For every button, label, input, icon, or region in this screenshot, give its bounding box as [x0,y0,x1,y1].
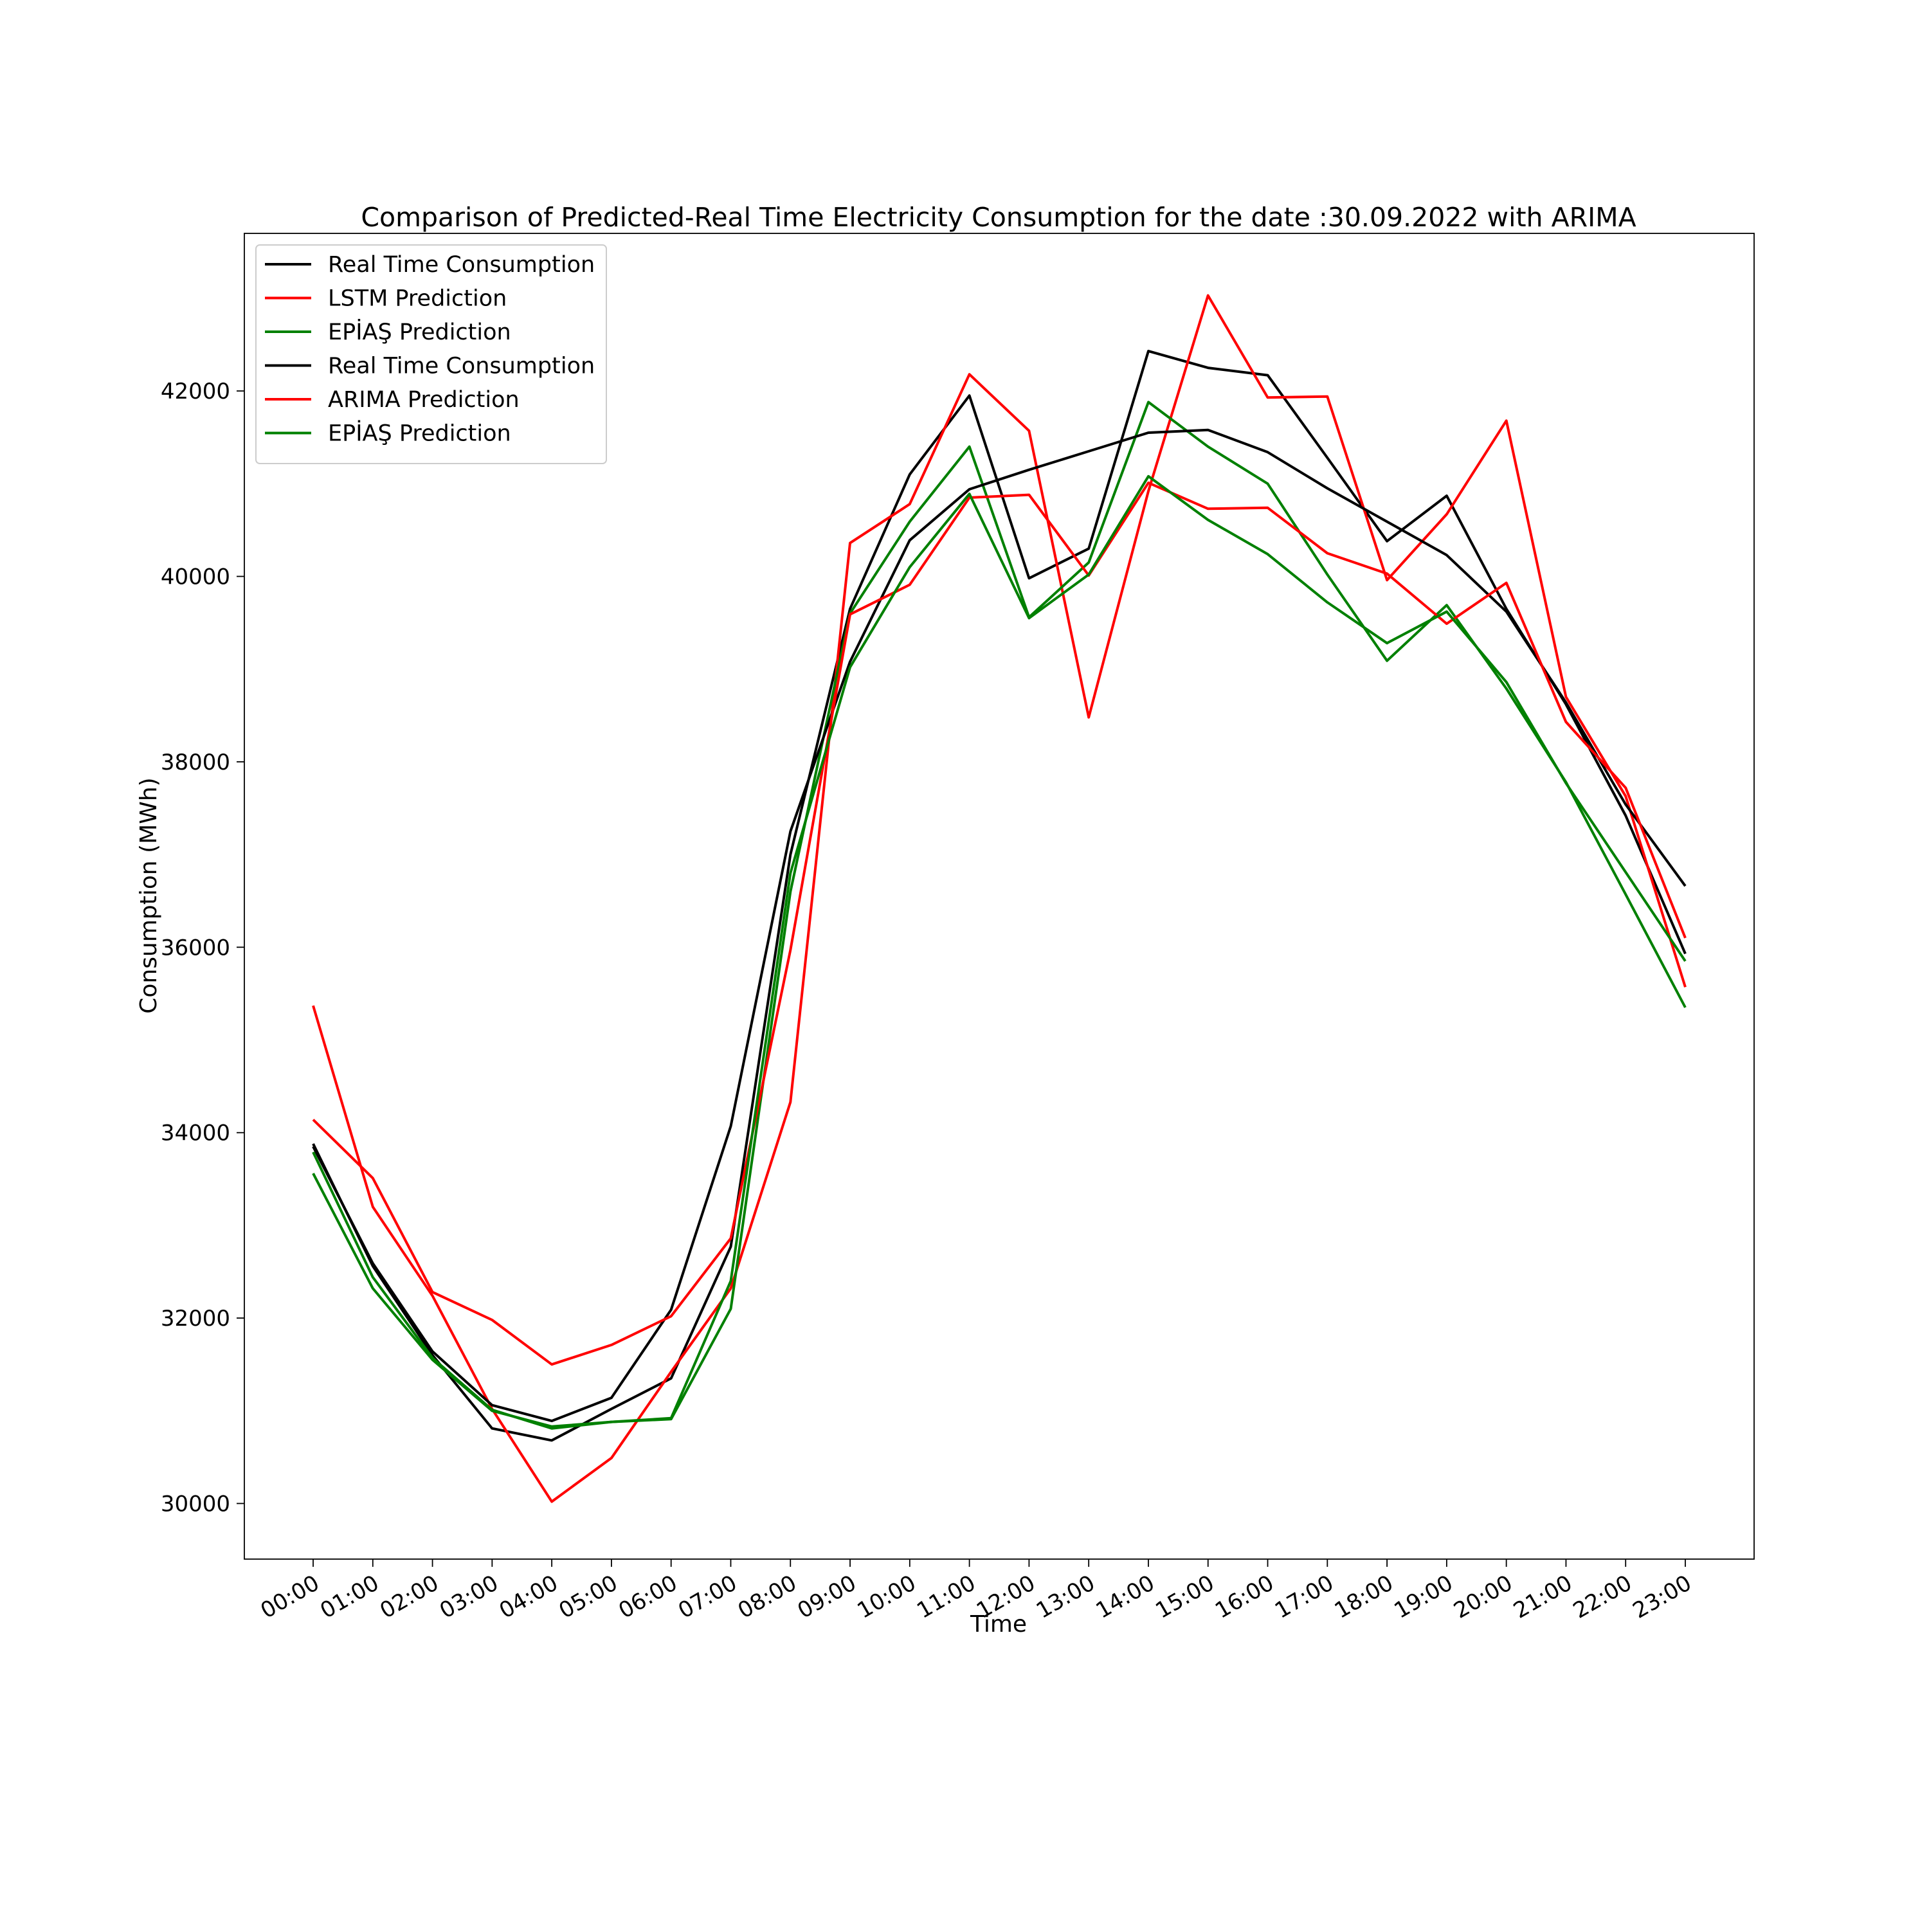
y-tick-label: 34000 [161,1121,230,1146]
series-line-6 [312,474,1687,1430]
legend: Real Time Consumption LSTM Prediction EPİA… [255,244,607,464]
series-line-5 [312,481,1687,1366]
series-line-2 [312,294,1687,1503]
y-tick-label: 32000 [161,1306,230,1332]
series-layer [312,294,1687,1503]
plot-area-frame [244,233,1755,1560]
y-tick-label: 36000 [161,935,230,961]
legend-entry-label: Real Time Consumption [328,354,595,379]
y-tick-label: 30000 [161,1491,230,1517]
legend-entry-label: ARIMA Prediction [328,387,520,413]
y-axis-label: Consumption (MWh) [136,777,162,1013]
legend-entry-label: EPİAŞ Prediction [328,318,511,345]
series-line-1 [312,350,1687,1442]
legend-box [255,244,607,464]
y-tick-label: 40000 [161,564,230,590]
chart-title: Comparison of Predicted-Real Time Electr… [361,202,1636,233]
y-tick-label: 42000 [161,379,230,404]
legend-entry-label: LSTM Prediction [328,286,507,312]
y-tick-label: 38000 [161,750,230,775]
legend-entry-label: Real Time Consumption [328,252,595,278]
series-line-3 [312,401,1687,1428]
legend-entry-label: EPİAŞ Prediction [328,420,511,447]
y-axis: 30000 32000 34000 36000 38000 40000 42000 [161,379,244,1517]
x-axis-label: Time [970,1611,1027,1638]
series-line-4 [312,428,1687,1423]
